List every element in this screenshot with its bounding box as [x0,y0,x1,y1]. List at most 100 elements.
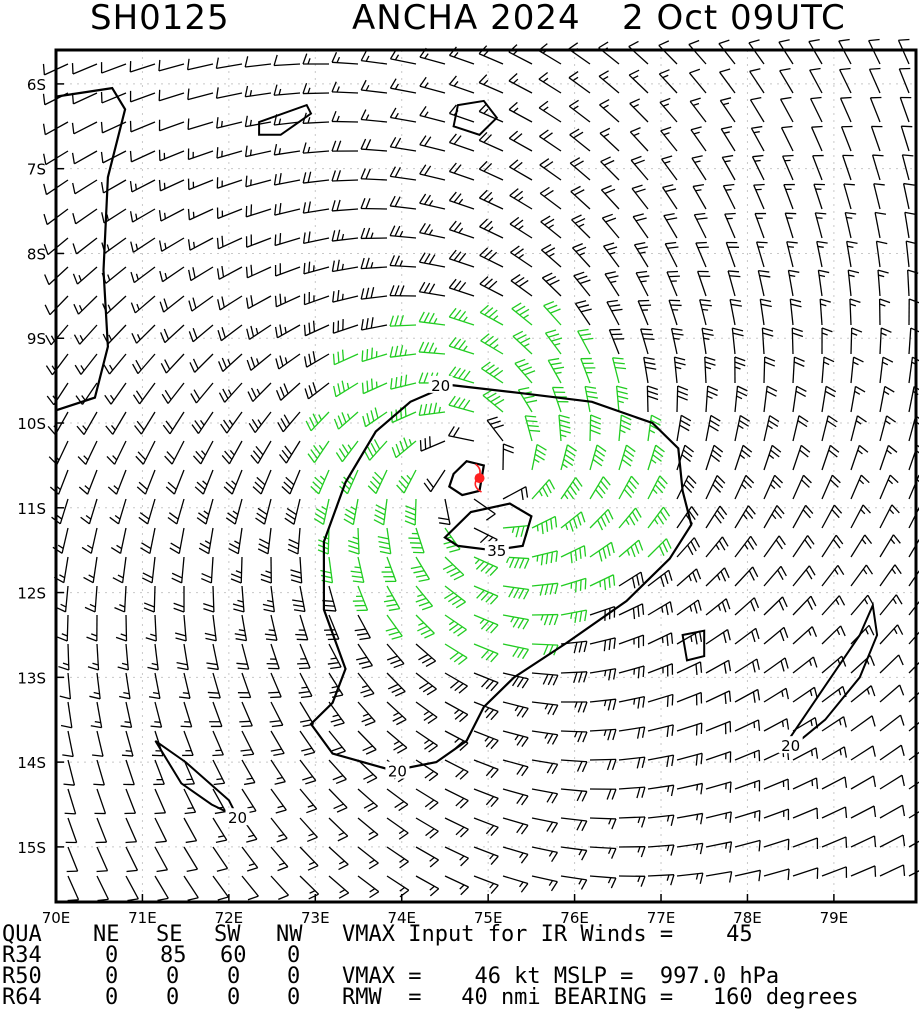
barb-flag [213,782,225,786]
barb-flag [732,327,744,332]
barb-flag [641,603,645,615]
barb-staff [784,212,794,239]
barb-flag [607,729,612,741]
barb-flag [743,479,753,489]
barb-flag [360,79,367,91]
barb-flag [90,725,102,729]
barb-staff [647,663,673,674]
barb-flag [702,332,714,337]
barb-flag [246,328,250,340]
wind-barb [386,875,410,898]
wind-barb [792,444,811,471]
barb-flag [541,523,544,535]
barb-flag [578,671,583,683]
barb-staff [676,445,686,471]
barb-flag [444,592,455,600]
wind-barb [158,149,185,162]
barb-staff [130,121,156,133]
wind-barb [658,40,678,65]
wind-barb [479,276,504,297]
barb-half-flag [338,831,345,836]
barb-half-flag [514,705,520,712]
barb-half-flag [603,133,610,138]
wind-barb [749,97,765,123]
wind-barb [763,626,789,645]
wind-barb [270,730,285,757]
wind-barb [850,474,870,500]
barb-flag [696,217,708,220]
barb-flag [780,96,792,100]
barb-half-flag [542,77,549,83]
wind-barb [59,672,72,700]
barb-flag [391,447,397,458]
barb-flag [636,246,648,250]
col-header-sw: SW [214,922,241,947]
barb-staff [390,58,417,65]
barb-flag [691,506,699,516]
barb-staff [123,585,127,612]
barb-flag [520,488,524,501]
barb-half-flag [399,858,405,863]
wind-barb [415,672,437,696]
wind-barb [159,295,185,313]
barb-flag [483,191,493,201]
barb-flag [634,159,645,165]
barb-flag [251,418,259,429]
barb-staff [125,672,131,699]
barb-flag [418,653,429,661]
storm-name-year: ANCHA 2024 [352,0,581,38]
barb-staff [701,328,707,355]
barb-half-flag [690,635,693,643]
wind-barb [673,356,686,384]
barb-staff [444,643,468,659]
barb-staff [763,445,773,471]
barb-staff [479,139,504,152]
barb-flag [833,504,843,514]
barb-flag [290,569,302,574]
barb-staff [299,672,313,697]
barb-staff [171,440,185,465]
barb-staff [721,157,736,181]
barb-flag [677,395,688,401]
barb-staff [415,527,425,553]
barb-staff [734,535,752,558]
barb-half-flag [607,847,612,855]
barb-half-flag [608,818,612,825]
barb-staff [601,217,620,239]
barb-flag [458,657,468,666]
barb-half-flag [94,721,101,724]
wind-barb [618,539,644,558]
barb-flag [525,486,529,498]
barb-staff [842,155,852,181]
barb-flag [687,475,697,485]
barb-half-flag [661,637,664,644]
barb-half-flag [332,714,339,718]
barb-flag [613,361,625,365]
barb-flag [750,97,762,101]
barb-flag [399,375,403,387]
barb-flag [306,836,318,843]
barb-staff [274,237,301,247]
wind-barb [879,744,905,761]
wind-barb [324,614,340,641]
barb-flag [43,244,49,255]
barb-half-flag [107,304,112,311]
wind-barb [734,839,761,852]
barb-flag [581,761,588,773]
wind-barb [821,327,833,355]
barb-staff [502,525,529,529]
barb-half-flag [336,86,340,93]
barb-staff [838,40,852,65]
barb-half-flag [307,117,311,124]
barb-staff [908,870,919,877]
barb-flag [636,757,641,769]
barb-half-flag [248,863,255,867]
barb-flag [236,662,248,665]
barb-flag [780,566,787,577]
barb-flag [736,390,748,397]
wind-barb [647,693,674,707]
barb-staff [589,444,598,471]
barb-staff [121,556,127,583]
barb-flag [218,392,226,403]
barb-flag [869,655,876,666]
